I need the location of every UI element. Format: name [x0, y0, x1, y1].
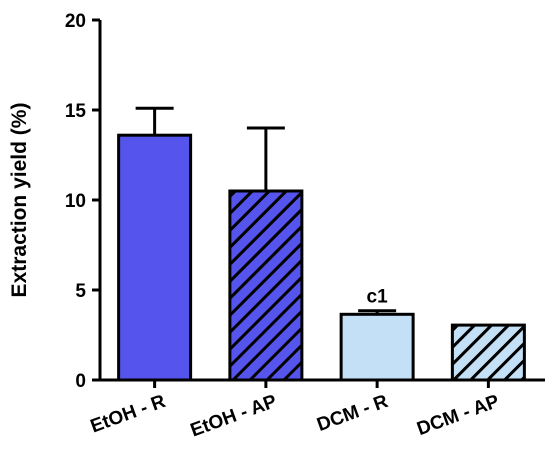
- bar: [117, 133, 193, 382]
- y-tick-label: 5: [75, 281, 86, 302]
- x-tick-label: DCM - R: [314, 391, 391, 436]
- y-tick-label: 15: [65, 101, 87, 122]
- x-tick-label: EtOH - AP: [188, 391, 280, 442]
- bar-annotation: c1: [367, 287, 389, 308]
- x-tick-label: DCM - AP: [414, 391, 502, 440]
- y-axis-title: Extraction yield (%): [8, 103, 31, 298]
- bar: [339, 312, 415, 382]
- bar: [450, 323, 526, 382]
- plot-area: 0 5 10 15 20 EtOH - R EtOH - AP DCM - R DCM - AP…: [65, 11, 545, 442]
- y-tick-label: 10: [65, 191, 86, 212]
- x-tick-label: EtOH - R: [88, 391, 169, 438]
- bar: [228, 189, 304, 382]
- y-tick-label: 0: [75, 371, 86, 392]
- y-tick-label: 20: [65, 11, 86, 32]
